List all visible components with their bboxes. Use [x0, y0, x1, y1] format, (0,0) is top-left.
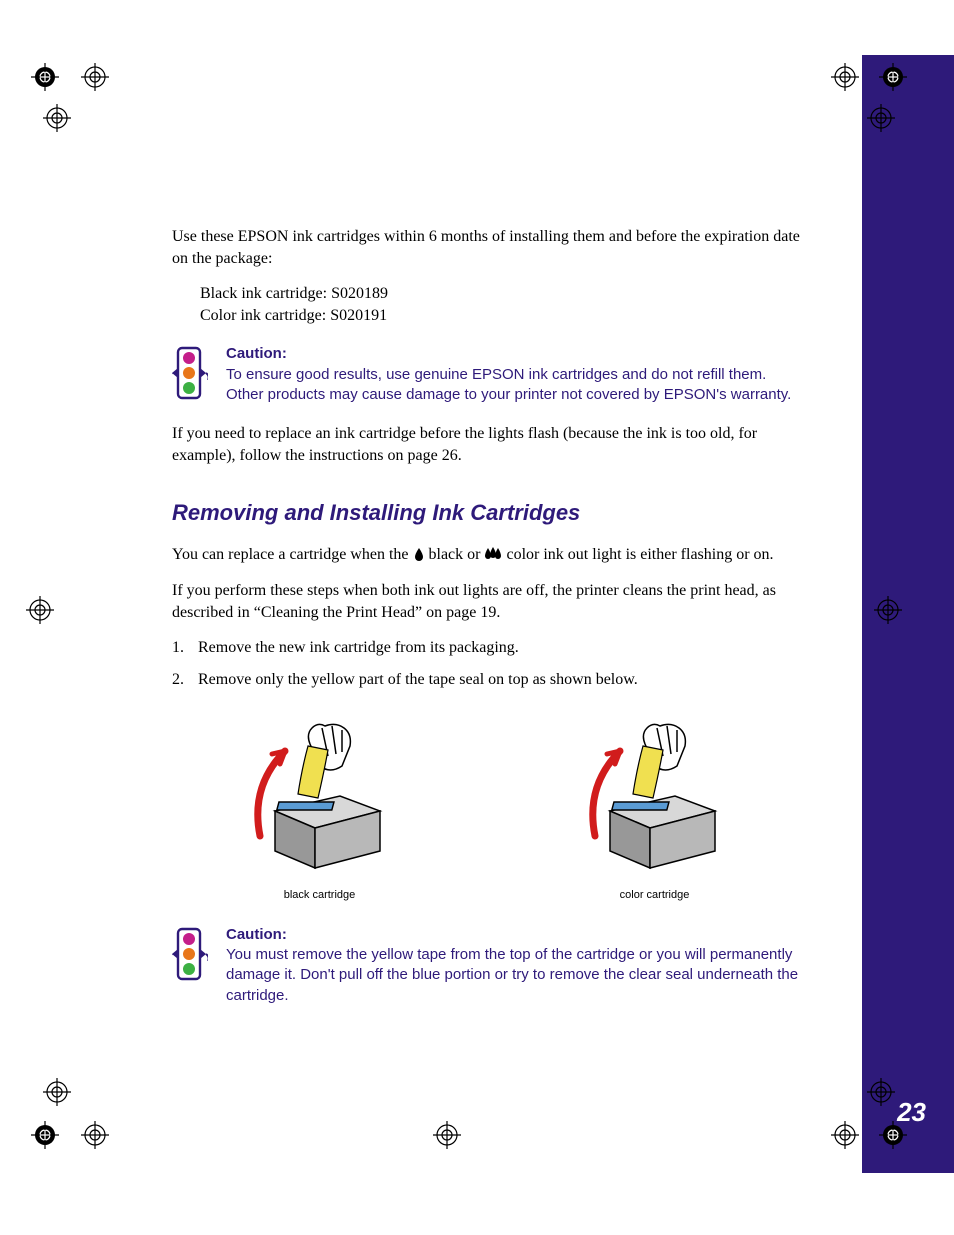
registration-mark: [43, 104, 71, 132]
caution-2-body: You must remove the yellow tape from the…: [226, 946, 798, 1004]
step-1-text: Remove the new ink cartridge from its pa…: [198, 637, 519, 659]
traffic-light-icon: [172, 346, 208, 402]
caution-block-1: Caution: To ensure good results, use gen…: [172, 344, 802, 405]
intro-paragraph: Use these EPSON ink cartridges within 6 …: [172, 226, 802, 269]
registration-mark: [81, 63, 109, 91]
registration-mark: [433, 1121, 461, 1149]
page-content: Use these EPSON ink cartridges within 6 …: [172, 226, 802, 1024]
black-ink-icon: [413, 547, 425, 561]
cartridge-codes: Black ink cartridge: S020189 Color ink c…: [200, 283, 802, 326]
step-2-num: 2.: [172, 669, 184, 691]
caution-1-text: Caution: To ensure good results, use gen…: [226, 344, 802, 405]
figure-black-cartridge: black cartridge: [225, 716, 415, 901]
registration-mark: [43, 1078, 71, 1106]
figure-right-caption: color cartridge: [560, 889, 750, 901]
caution-2-text: Caution: You must remove the yellow tape…: [226, 925, 802, 1006]
step-1-num: 1.: [172, 637, 184, 659]
color-cartridge-line: Color ink cartridge: S020191: [200, 305, 802, 327]
registration-mark: [31, 63, 59, 91]
p1-part-a: You can replace a cartridge when the: [172, 546, 413, 563]
registration-mark: [31, 1121, 59, 1149]
color-cartridge-illustration: [560, 716, 750, 876]
figures-row: black cartridge color cartridge: [172, 716, 802, 901]
registration-mark: [81, 1121, 109, 1149]
p1-part-c: color ink out light is either flashing o…: [502, 546, 773, 563]
figure-left-caption: black cartridge: [225, 889, 415, 901]
step-1: 1. Remove the new ink cartridge from its…: [172, 637, 802, 659]
traffic-light-icon: [172, 927, 208, 983]
black-cartridge-illustration: [225, 716, 415, 876]
step-2: 2. Remove only the yellow part of the ta…: [172, 669, 802, 691]
black-cartridge-line: Black ink cartridge: S020189: [200, 283, 802, 305]
section-p1: You can replace a cartridge when the bla…: [172, 544, 802, 566]
p1-part-b: black or: [425, 546, 485, 563]
registration-mark: [867, 104, 895, 132]
section-heading: Removing and Installing Ink Cartridges: [172, 500, 802, 526]
registration-mark: [874, 596, 902, 624]
caution-1-body: To ensure good results, use genuine EPSO…: [226, 366, 791, 403]
color-ink-icon: [484, 547, 502, 561]
registration-mark: [831, 63, 859, 91]
registration-mark: [831, 1121, 859, 1149]
registration-mark: [879, 63, 907, 91]
figure-color-cartridge: color cartridge: [560, 716, 750, 901]
registration-mark: [879, 1121, 907, 1149]
caution-label: Caution:: [226, 345, 287, 362]
section-p2: If you perform these steps when both ink…: [172, 580, 802, 623]
registration-mark: [867, 1078, 895, 1106]
caution-block-2: Caution: You must remove the yellow tape…: [172, 925, 802, 1006]
registration-mark: [26, 596, 54, 624]
caution-label: Caution:: [226, 926, 287, 943]
step-2-text: Remove only the yellow part of the tape …: [198, 669, 638, 691]
replace-note: If you need to replace an ink cartridge …: [172, 423, 802, 466]
